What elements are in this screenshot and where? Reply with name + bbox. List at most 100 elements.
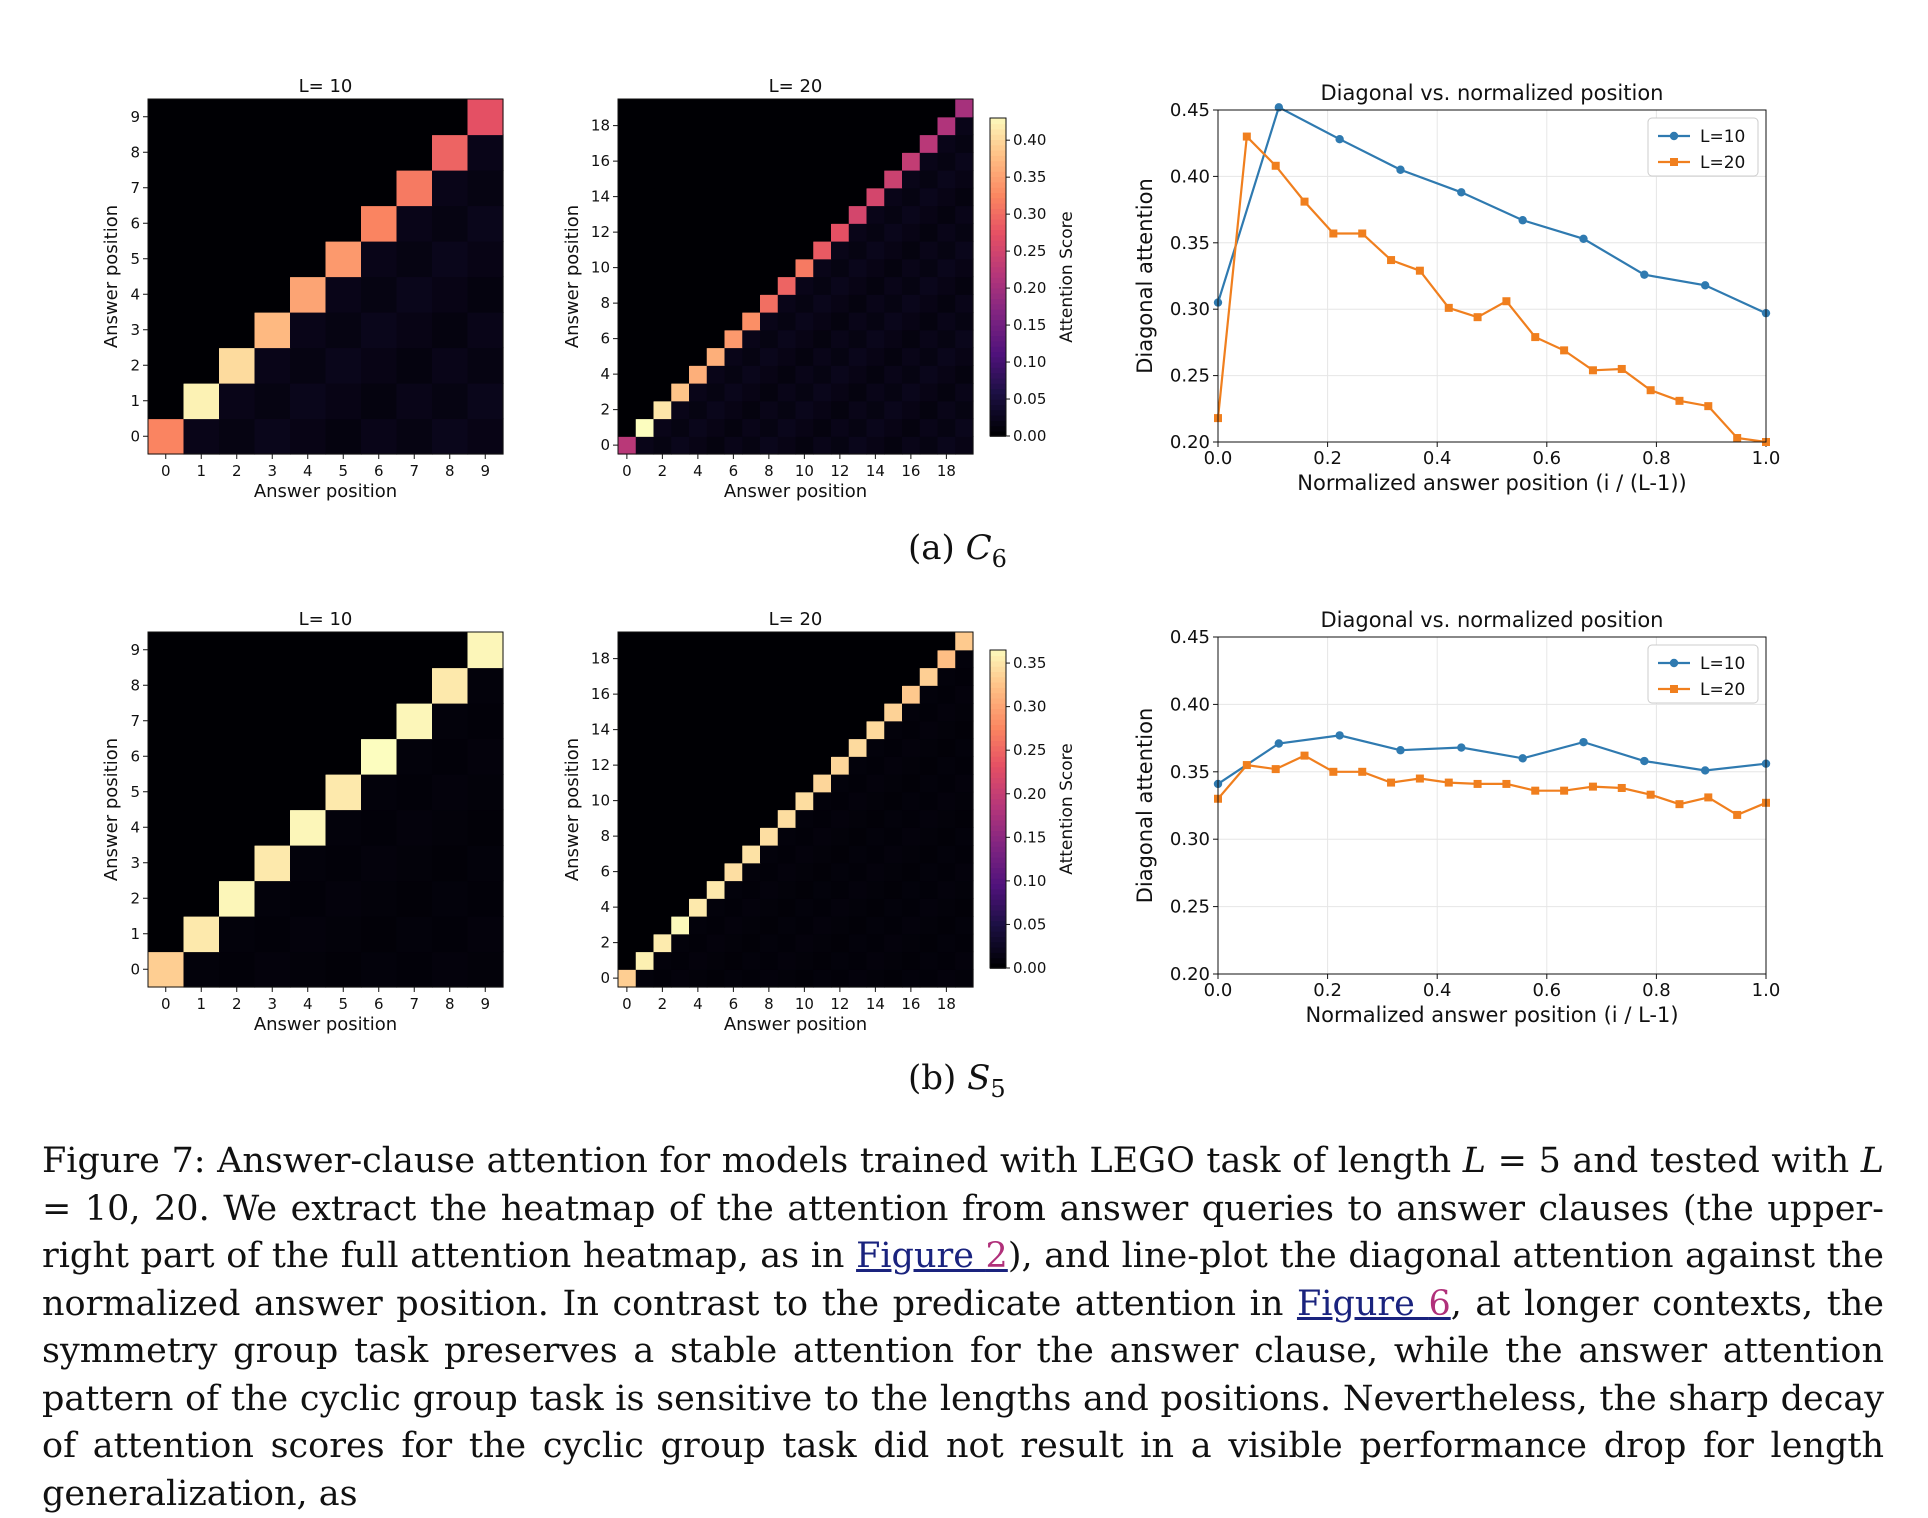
x-tick-label: 6 bbox=[374, 462, 384, 480]
heatmap-cell bbox=[955, 223, 974, 242]
heatmap-cell bbox=[325, 383, 362, 420]
heatmap-cell bbox=[937, 187, 956, 207]
colorbar-segment bbox=[990, 867, 1006, 874]
heatmap-cell bbox=[706, 99, 726, 118]
heatmap-cell bbox=[290, 738, 327, 775]
diagonal-cell bbox=[325, 774, 362, 811]
heatmap-cell bbox=[795, 667, 814, 686]
diagonal-cell bbox=[653, 400, 672, 420]
heatmap-cell bbox=[866, 809, 885, 828]
heatmap-cell bbox=[955, 241, 974, 260]
heatmap-cell bbox=[777, 329, 797, 349]
heatmap-cell bbox=[724, 116, 743, 136]
heatmap-cell bbox=[919, 827, 939, 846]
heatmap-cell bbox=[866, 774, 885, 793]
heatmap-cell bbox=[724, 347, 743, 366]
diagonal-cell bbox=[831, 223, 850, 242]
y-axis-label: Answer position bbox=[101, 738, 122, 881]
heatmap-c6_l20: L= 20 00 2 2 4 4 6 6 8 8 10 10 12 12 14 14 16 16 18 18 Answe… bbox=[562, 76, 974, 502]
figure-2-link[interactable]: Figure 2 bbox=[856, 1236, 1008, 1276]
diagonal-cell bbox=[325, 241, 362, 278]
data-point bbox=[1560, 786, 1569, 795]
heatmap-cell bbox=[467, 312, 504, 349]
heatmap-cell bbox=[848, 276, 868, 295]
heatmap-cell bbox=[635, 365, 655, 384]
heatmap-cell bbox=[795, 152, 814, 171]
legend-marker bbox=[1669, 131, 1679, 141]
heatmap-cell bbox=[795, 347, 814, 366]
x-tick-label: 16 bbox=[901, 462, 920, 480]
heatmap-cell bbox=[361, 241, 398, 278]
heatmap-cell bbox=[618, 809, 637, 828]
heatmap-cell bbox=[742, 187, 761, 207]
heatmap-cell bbox=[813, 116, 832, 136]
data-point bbox=[1704, 402, 1713, 411]
colorbar-segment bbox=[990, 361, 1006, 368]
heatmap-cell bbox=[777, 862, 797, 882]
heatmap-cell bbox=[396, 880, 433, 917]
heatmap-cell bbox=[653, 347, 672, 366]
data-point bbox=[1700, 766, 1710, 775]
heatmap-cell bbox=[618, 383, 637, 402]
heatmap-cell bbox=[919, 170, 939, 189]
heatmap-cell bbox=[813, 329, 832, 349]
heatmap-cell bbox=[777, 294, 797, 313]
heatmap-cell bbox=[724, 774, 743, 793]
heatmap-cell bbox=[777, 791, 797, 811]
heatmap-cell bbox=[884, 862, 903, 882]
heatmap-cell bbox=[919, 685, 939, 704]
figure-6-link[interactable]: Figure 6 bbox=[1296, 1283, 1451, 1324]
heatmap-cell bbox=[254, 170, 291, 207]
heatmap-cell bbox=[361, 845, 398, 882]
heatmap-cell bbox=[760, 951, 779, 970]
heatmap-cell bbox=[148, 312, 185, 349]
heatmap-cell bbox=[618, 880, 637, 899]
heatmap-cell bbox=[760, 774, 779, 793]
data-point bbox=[1300, 751, 1309, 760]
heatmap-cell bbox=[742, 329, 761, 349]
x-tick-label: 9 bbox=[480, 995, 490, 1013]
heatmap-cell bbox=[635, 774, 655, 793]
heatmap-cell bbox=[706, 312, 726, 331]
heatmap-cell bbox=[653, 703, 672, 722]
heatmap-cell bbox=[813, 951, 832, 970]
heatmap-cell bbox=[760, 258, 779, 278]
x-tick-label: 10 bbox=[795, 462, 814, 480]
colorbar-segment bbox=[990, 703, 1006, 710]
heatmap-cell bbox=[689, 667, 708, 686]
heatmap-cell bbox=[902, 116, 921, 136]
heatmap-cell bbox=[254, 205, 291, 242]
subcaption-b: (b) S5 bbox=[908, 1058, 1006, 1103]
diagonal-cell bbox=[467, 99, 504, 136]
colorbar-segment bbox=[990, 909, 1006, 916]
heatmap-cell bbox=[618, 685, 637, 704]
heatmap-cell bbox=[635, 205, 655, 224]
heatmap-cell bbox=[760, 632, 779, 651]
heatmap-cell bbox=[635, 241, 655, 260]
heatmap-cell bbox=[902, 703, 921, 722]
heatmap-cell bbox=[760, 312, 779, 331]
heatmap-cell bbox=[635, 383, 655, 402]
heatmap-cell bbox=[290, 347, 327, 384]
heatmap-cell bbox=[884, 187, 903, 207]
heatmap-cell bbox=[742, 933, 761, 953]
heatmap-cell bbox=[777, 116, 797, 136]
x-tick-label: 1.0 bbox=[1752, 980, 1781, 1001]
heatmap-cell bbox=[219, 170, 256, 207]
heatmap-cell bbox=[635, 703, 655, 722]
diagonal-cell bbox=[219, 880, 256, 917]
y-axis-label: Answer position bbox=[562, 738, 583, 881]
heatmap-cell bbox=[219, 845, 256, 882]
heatmap-cell bbox=[937, 241, 956, 260]
heatmap-cell bbox=[671, 898, 690, 917]
y-tick-label: 7 bbox=[130, 712, 140, 730]
heatmap-cell bbox=[848, 152, 868, 171]
heatmap-cell bbox=[760, 365, 779, 384]
colorbar-segment bbox=[990, 893, 1006, 900]
y-tick-label: 2 bbox=[130, 889, 140, 907]
heatmap-cell bbox=[635, 845, 655, 864]
heatmap-cell bbox=[955, 703, 974, 722]
heatmap-cell bbox=[884, 809, 903, 828]
heatmap-cell bbox=[689, 400, 708, 420]
heatmap-cell bbox=[618, 916, 637, 935]
